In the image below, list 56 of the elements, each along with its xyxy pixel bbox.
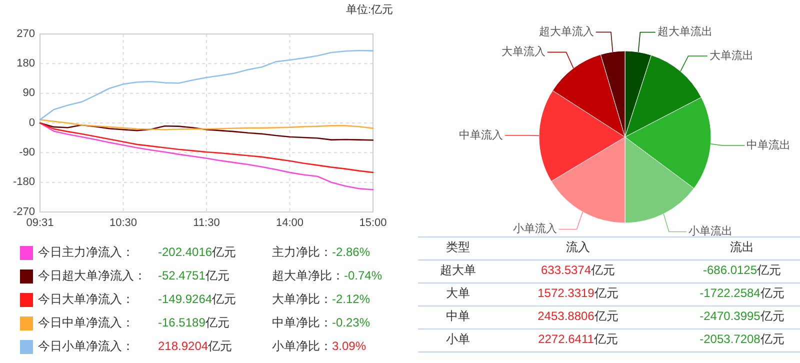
y-tick-label: -180: [12, 176, 35, 188]
chart-title: 单位:亿元: [346, 3, 393, 16]
y-tick-label: 90: [22, 87, 35, 100]
y-tick-label: -270: [12, 206, 35, 218]
text: 大单: [446, 286, 470, 300]
text: 中单净比：-0.23%: [272, 316, 370, 330]
slice-label: 超大单流出: [657, 25, 712, 38]
x-tick-label: 15:00: [359, 217, 387, 229]
text: 流出: [730, 240, 754, 254]
x-tick-label: 10:30: [109, 217, 138, 229]
x-tick-label: 09:31: [26, 217, 54, 229]
text: 类型: [446, 240, 470, 254]
slice-label: 超大单流入: [538, 24, 594, 38]
text: 大单净比：-2.12%: [272, 292, 370, 306]
text: 主力净比：-2.86%: [272, 245, 370, 260]
text: 超大单: [440, 263, 476, 278]
slice-label: 大单流出: [709, 48, 754, 62]
legend-label: 今日超大单净流入：: [38, 268, 146, 283]
legend-label: 今日中单净流入：: [38, 316, 134, 330]
text: -1722.2584亿元: [700, 286, 784, 300]
text: 中单: [446, 309, 470, 324]
y-tick-label: -90: [19, 146, 35, 159]
text: 小单净比：3.09%: [272, 339, 366, 354]
y-tick-label: 270: [16, 28, 35, 40]
slice-label: 中单流入: [459, 128, 504, 142]
text: 2453.8806亿元: [538, 309, 618, 324]
legend-label: 今日大单净流入：: [38, 292, 134, 306]
text: -52.4751亿元: [158, 268, 230, 283]
line-series: [39, 50, 374, 120]
text: 218.9204亿元: [158, 339, 232, 354]
legend-label: 今日主力净流入：: [38, 245, 134, 260]
text: -2470.3995亿元: [700, 309, 784, 324]
slice-label: 中单流出: [746, 138, 791, 152]
y-tick-label: 0: [28, 116, 35, 129]
text: -2053.7208亿元: [700, 332, 784, 346]
text: 超大单净比：-0.74%: [272, 268, 382, 283]
line-series: [39, 122, 374, 174]
text: -202.4016亿元: [158, 245, 236, 260]
text: 2272.6411亿元: [538, 332, 618, 346]
text: 1572.3319亿元: [538, 286, 618, 300]
text: 流入: [566, 240, 590, 254]
text: 小单: [446, 332, 470, 346]
x-tick-label: 14:00: [276, 217, 304, 229]
text: -686.0125亿元: [702, 263, 782, 278]
text: -16.5189亿元: [158, 316, 230, 330]
legend-label: 今日小单净流入：: [38, 339, 134, 354]
slice-label: 大单流入: [501, 45, 546, 58]
x-tick-label: 11:30: [193, 217, 220, 229]
line-series: [39, 119, 374, 130]
text: 633.5374亿元: [540, 263, 616, 278]
slice-label: 小单流入: [512, 222, 557, 236]
line-series: [39, 122, 374, 190]
slice-label: 小单流出: [688, 224, 733, 238]
text: -149.9264亿元: [158, 292, 236, 306]
y-tick-label: 180: [16, 58, 35, 70]
line-series: [39, 122, 374, 141]
